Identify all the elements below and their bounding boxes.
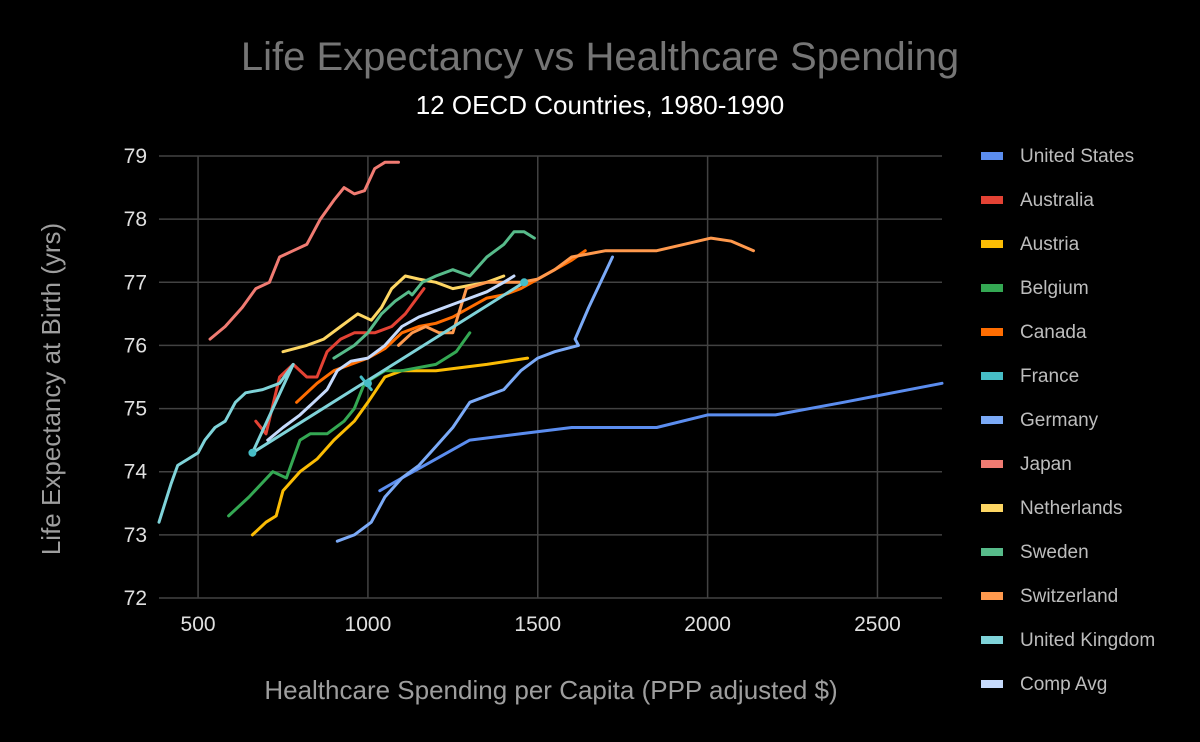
legend-label-austria: Austria [1020,234,1080,255]
legend-label-sweden: Sweden [1020,542,1089,563]
y-tick-label: 76 [124,334,147,357]
y-tick-label: 77 [124,271,147,294]
series-line-germany [335,255,614,543]
legend-swatch-sweden [981,548,1003,556]
x-tick-label: 1000 [345,613,392,636]
y-tick-label: 78 [124,208,147,231]
x-tick-label: 2500 [854,613,901,636]
chart-subtitle: 12 OECD Countries, 1980-1990 [416,90,785,120]
legend-swatch-australia [981,196,1003,204]
y-tick-label: 73 [124,524,147,547]
series-line-sweden [332,230,536,360]
y-axis-title: Life Expectancy at Birth (yrs) [36,223,66,555]
data-point-marker [363,379,372,388]
series-line-united-kingdom [157,280,526,524]
y-tick-label: 72 [124,587,147,610]
legend-swatch-japan [981,460,1003,468]
series-line-austria [250,356,530,537]
legend-swatch-united-kingdom [981,636,1003,644]
legend-label-france: France [1020,366,1079,387]
series-line-japan [208,160,400,341]
legend-swatch-germany [981,416,1003,424]
gridlines [159,155,942,599]
legend-label-switzerland: Switzerland [1020,586,1118,607]
legend-swatch-france [981,372,1003,380]
legend-label-netherlands: Netherlands [1020,498,1122,519]
series-line-australia [254,287,426,436]
legend-label-canada: Canada [1020,322,1087,343]
x-axis-title: Healthcare Spending per Capita (PPP adju… [264,675,837,705]
legend-label-united-kingdom: United Kingdom [1020,630,1155,651]
legend-swatch-united-states [981,152,1003,160]
chart-title: Life Expectancy vs Healthcare Spending [241,35,959,79]
legend-label-belgium: Belgium [1020,278,1089,299]
data-point-marker [520,278,529,287]
x-tick-label: 500 [181,613,216,636]
y-tick-label: 75 [124,398,147,421]
series-line-netherlands [281,274,506,354]
legend-swatch-belgium [981,284,1003,292]
legend-swatch-comp-avg [981,680,1003,688]
tick-labels: 72 73 74 75 76 77 78 79 500 1000 1500 2000 2500 [124,145,901,636]
legend-swatch-switzerland [981,592,1003,600]
y-tick-label: 74 [124,461,148,484]
legend-swatch-austria [981,240,1003,248]
data-point-marker [248,448,257,457]
markers [248,278,529,457]
legend-swatch-netherlands [981,504,1003,512]
series-line-belgium [227,331,472,518]
series-line-comp-avg [266,274,516,442]
series-line-united-states [378,381,944,493]
legend: United States Australia Austria Belgium Cana… [981,146,1155,695]
legend-label-united-states: United States [1020,146,1134,167]
legend-label-comp-avg: Comp Avg [1020,674,1107,695]
legend-label-australia: Australia [1020,190,1094,211]
series-lines [157,160,944,543]
legend-label-japan: Japan [1020,454,1072,475]
x-tick-label: 2000 [684,613,731,636]
legend-label-germany: Germany [1020,410,1099,431]
legend-swatch-canada [981,328,1003,336]
y-tick-label: 79 [124,145,147,168]
x-tick-label: 1500 [514,613,561,636]
